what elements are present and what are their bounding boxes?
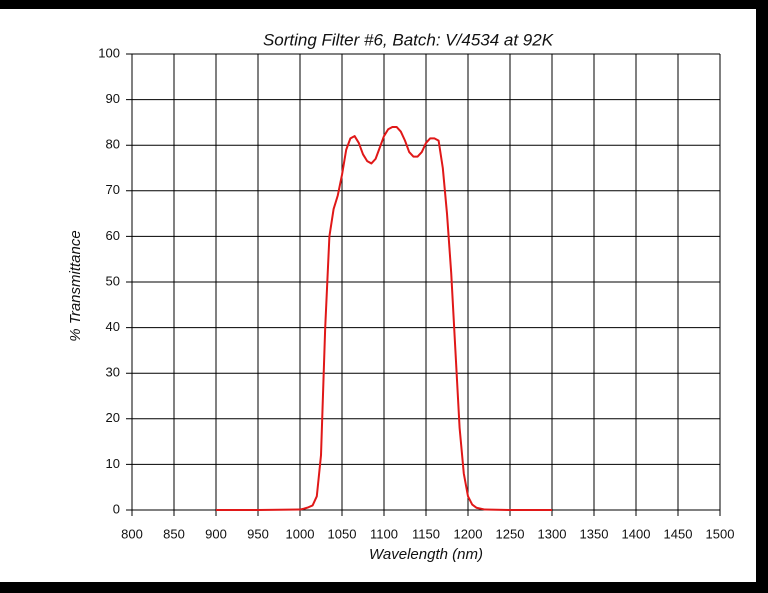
x-tick-label: 1350 <box>580 526 609 541</box>
y-tick-label: 0 <box>113 501 120 516</box>
y-tick-label: 100 <box>98 45 120 60</box>
x-tick-label: 1200 <box>454 526 483 541</box>
y-tick-label: 70 <box>106 182 120 197</box>
chart-title: Sorting Filter #6, Batch: V/4534 at 92K <box>263 30 554 49</box>
x-tick-label: 900 <box>205 526 227 541</box>
y-axis-label: % Transmittance <box>67 230 84 341</box>
y-tick-label: 50 <box>106 273 120 288</box>
y-tick-label: 80 <box>106 137 120 152</box>
x-tick-label: 1150 <box>412 526 440 541</box>
y-tick-label: 60 <box>106 228 120 243</box>
y-tick-label: 90 <box>106 91 120 106</box>
y-tick-label: 20 <box>106 410 120 425</box>
x-tick-label: 1250 <box>496 526 525 541</box>
x-axis-label: Wavelength (nm) <box>369 546 483 563</box>
x-tick-label: 800 <box>121 526 143 541</box>
x-tick-label: 1050 <box>328 526 357 541</box>
x-tick-label: 1100 <box>370 526 398 541</box>
x-tick-label: 950 <box>247 526 269 541</box>
x-tick-label: 1450 <box>664 526 693 541</box>
x-tick-label: 1000 <box>286 526 315 541</box>
x-tick-label: 1500 <box>706 526 735 541</box>
x-tick-label: 1300 <box>538 526 567 541</box>
x-tick-label: 850 <box>163 526 185 541</box>
y-tick-label: 40 <box>106 319 120 334</box>
y-tick-label: 30 <box>106 365 120 380</box>
data-line <box>216 125 552 511</box>
chart-background <box>0 9 756 582</box>
x-tick-label: 1400 <box>622 526 651 541</box>
y-tick-label: 10 <box>106 456 120 471</box>
